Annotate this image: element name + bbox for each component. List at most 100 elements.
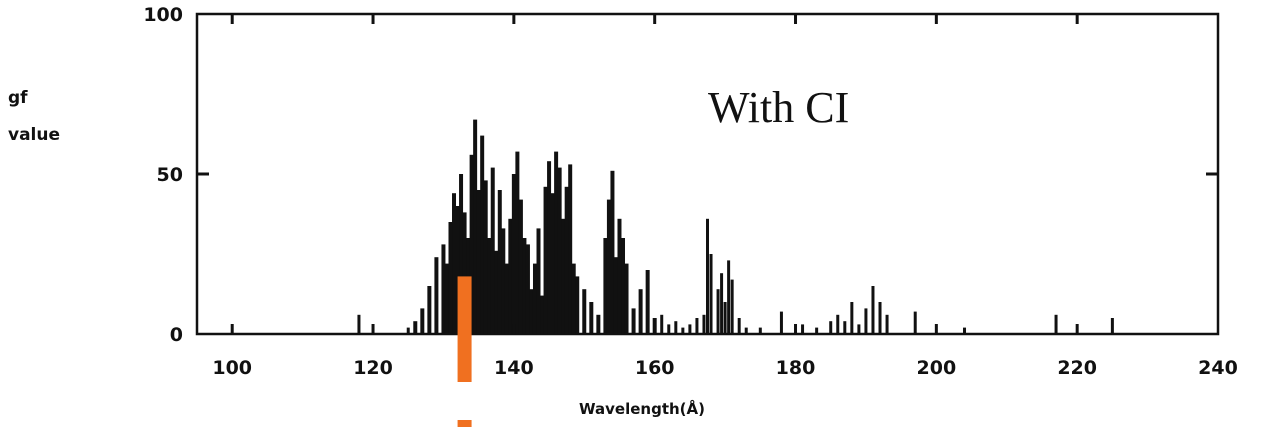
spectral-bar: [709, 254, 713, 334]
spectral-bar: [452, 193, 457, 334]
spectral-bar: [695, 318, 699, 334]
spectral-bar: [667, 324, 671, 334]
spectral-bar: [801, 324, 805, 334]
spectral-bar: [606, 199, 611, 334]
spectral-bar: [525, 244, 530, 334]
spectral-bar: [829, 321, 833, 334]
spectral-bar: [501, 228, 506, 334]
spectral-bar: [645, 270, 650, 334]
spectral-bar: [550, 193, 555, 334]
ticks-layer: 100 120 140 160 180 200 220 240 0 50 100: [143, 4, 1238, 379]
spectral-bar: [706, 218, 709, 334]
spectral-bar: [518, 199, 523, 334]
spectral-bar: [871, 286, 875, 334]
spectral-bar: [836, 314, 840, 334]
spectral-bar: [413, 321, 418, 334]
spectral-bar: [476, 190, 481, 334]
spectral-bar: [511, 174, 516, 334]
wavelength-marker: [457, 276, 472, 382]
spectral-bar: [913, 311, 917, 334]
spectral-bar: [480, 135, 485, 334]
x-tick-label: 100: [212, 357, 252, 379]
spectral-bar: [540, 295, 545, 334]
spectral-bar: [1110, 318, 1114, 334]
spectral-bar: [497, 190, 502, 334]
spectral-bar: [568, 164, 573, 334]
spectral-bar: [843, 321, 847, 334]
spectral-bar: [444, 263, 449, 334]
labels-layer: gf value Wavelength(Å) With CI: [8, 83, 849, 418]
bars-layer: [357, 119, 1114, 334]
spectral-bar: [561, 218, 566, 334]
spectral-bar: [543, 186, 548, 334]
spectral-bar: [564, 186, 569, 334]
spectral-bar: [420, 308, 425, 334]
spectral-bar: [613, 257, 618, 334]
spectral-bar: [575, 276, 580, 334]
spectral-bar: [455, 206, 460, 334]
spectral-bar: [515, 151, 520, 334]
spectral-bar: [522, 238, 527, 334]
spectral-bar: [473, 119, 478, 334]
spectral-bar: [730, 279, 734, 334]
spectral-bar: [716, 289, 720, 334]
spectral-bar: [720, 273, 724, 334]
spectral-bar: [1054, 314, 1058, 334]
spectral-bar: [448, 222, 453, 334]
spectral-bar: [589, 302, 594, 334]
spectral-bar: [702, 314, 706, 334]
spectral-bar: [688, 324, 692, 334]
spectral-bar: [357, 314, 361, 334]
spectral-bar: [603, 238, 608, 334]
spectral-bar: [674, 321, 678, 334]
spectral-bar: [779, 311, 783, 334]
spectral-bar: [610, 170, 615, 334]
spectral-bar: [681, 327, 685, 334]
spectral-bar: [490, 167, 495, 334]
spectral-bar: [617, 218, 622, 334]
spectral-bar: [864, 308, 868, 334]
x-tick-label: 240: [1198, 357, 1238, 379]
spectral-bar: [532, 263, 537, 334]
x-tick-label: 200: [917, 357, 957, 379]
spectral-bar: [963, 327, 967, 334]
x-tick-label: 140: [494, 357, 534, 379]
spectral-bar: [494, 250, 499, 334]
chart-annotation: With CI: [708, 83, 849, 132]
spectral-bar: [758, 327, 762, 334]
spectral-bar: [571, 263, 576, 334]
spectral-bar: [631, 308, 636, 334]
spectral-bar: [857, 324, 861, 334]
spectral-bar: [596, 314, 601, 334]
spectral-bar: [427, 286, 432, 334]
spectral-bar: [536, 228, 541, 334]
wavelength-marker-dash: [457, 420, 472, 427]
x-tick-label: 220: [1057, 357, 1097, 379]
spectral-bar: [727, 260, 731, 334]
spectral-bar: [469, 154, 474, 334]
x-tick-label: 180: [776, 357, 816, 379]
spectral-bar: [462, 212, 467, 334]
spectral-bar: [406, 327, 410, 334]
y-tick-label: 100: [143, 4, 183, 26]
spectral-bar: [878, 302, 882, 334]
spectral-bar: [815, 327, 819, 334]
spectral-bar: [557, 167, 562, 334]
spectral-bar: [850, 302, 854, 334]
spectral-bar: [441, 244, 446, 334]
y-axis-label-line-2: value: [8, 125, 60, 145]
x-tick-label: 120: [353, 357, 393, 379]
spectral-bar: [660, 314, 664, 334]
spectral-bar: [487, 238, 492, 334]
x-tick-label: 160: [635, 357, 675, 379]
spectral-bar: [885, 314, 889, 334]
spectral-bar: [547, 161, 552, 334]
spectral-bar: [529, 289, 534, 334]
y-tick-label: 50: [157, 164, 183, 186]
spectral-bar: [737, 318, 741, 334]
spectral-bar: [508, 218, 513, 334]
y-axis-label-line-1: gf: [8, 88, 28, 108]
spectral-bar: [621, 238, 626, 334]
spectral-bar: [504, 263, 509, 334]
